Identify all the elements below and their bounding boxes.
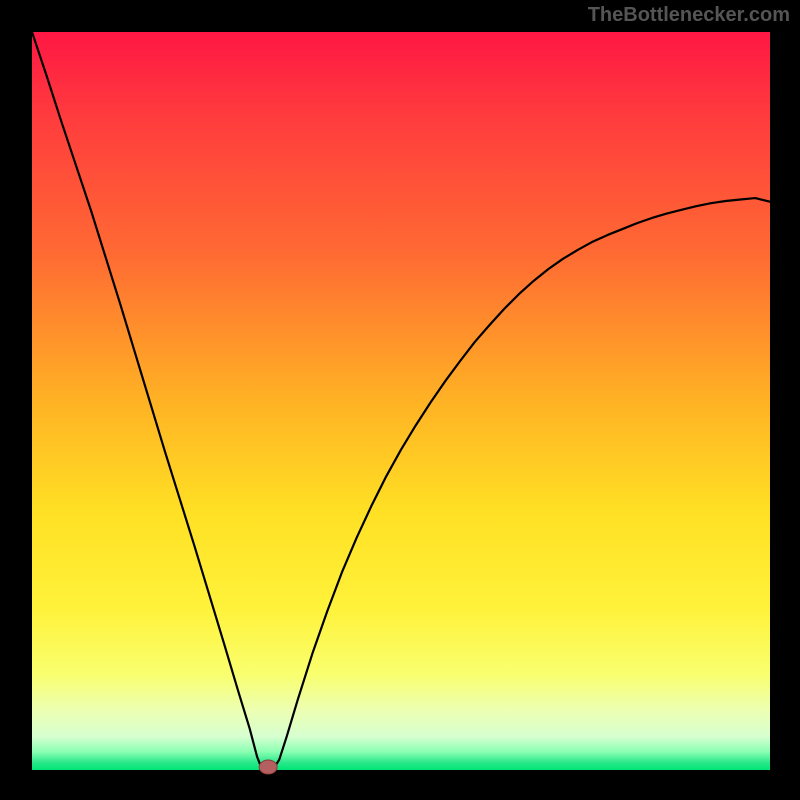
bottleneck-chart: TheBottlenecker.com <box>0 0 800 800</box>
chart-svg <box>0 0 800 800</box>
optimal-point-marker <box>259 760 277 774</box>
watermark-text: TheBottlenecker.com <box>588 4 790 27</box>
chart-background <box>32 32 770 770</box>
